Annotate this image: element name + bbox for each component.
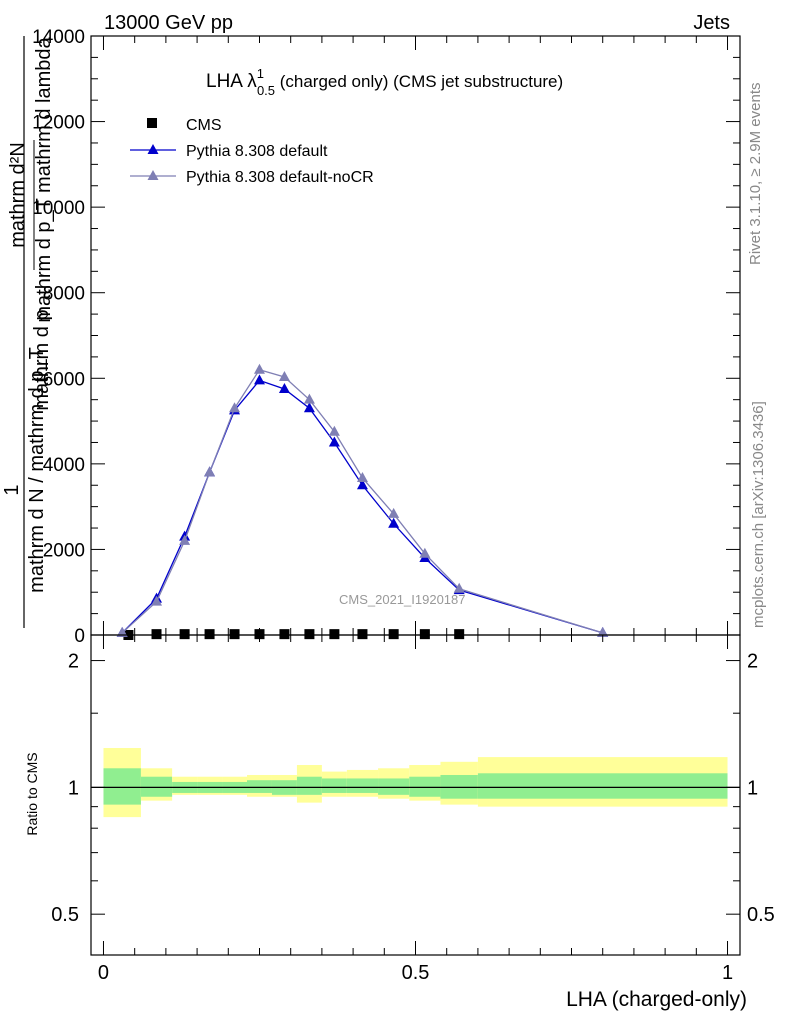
series-2-point	[253, 363, 265, 374]
main-y-tick-label: 10000	[32, 198, 85, 219]
ylabel-numerator: 1	[1, 484, 23, 495]
data-point-cms	[388, 629, 399, 640]
rivet-label-prefix: Rivet 3.1.10,	[747, 177, 764, 265]
ratio-y-tick-label: 0.5	[51, 904, 79, 926]
stat-band-bin	[321, 778, 347, 793]
data-point-cms	[204, 629, 215, 640]
title-subscript: 0.5	[257, 83, 275, 98]
series-1-point	[303, 402, 315, 413]
ratio-bands-layer	[103, 748, 728, 818]
series-2-point	[453, 582, 465, 593]
ratio-y-tick-label-right: 0.5	[747, 904, 775, 926]
series-2-point	[229, 402, 241, 413]
stat-band-bin	[103, 768, 141, 805]
mcplots-label: mcplots.cern.ch [arXiv:1306.3436]	[750, 401, 767, 628]
stat-band-bin	[346, 778, 379, 793]
stat-band-bin	[247, 780, 272, 793]
series-1-point	[356, 479, 368, 490]
data-point-cms	[419, 629, 430, 640]
series-line-1	[121, 379, 603, 634]
main-y-tick-label: 14000	[32, 27, 85, 48]
series-2-point	[597, 626, 609, 637]
stat-band-bin	[296, 776, 322, 795]
main-y-tick-label: 0	[74, 626, 85, 647]
category-label: Jets	[693, 12, 730, 34]
data-point-cms	[454, 629, 465, 640]
ylabel-frac-bottom: mathrm d p_T mathrm d lambda	[33, 36, 55, 322]
ratio-axis-ticks	[91, 635, 740, 955]
ratio-y-tick-labels: 0.5 0.5 1 1 2 2	[51, 651, 775, 927]
rivet-label-suffix: 2.9M events	[747, 82, 764, 168]
series-2-point	[356, 471, 368, 482]
series-2-point	[388, 507, 400, 518]
data-point-cms	[304, 629, 315, 640]
data-point-cms	[151, 629, 162, 640]
ratio-x-tick-labels: 0 0.5 1	[98, 962, 733, 984]
series-2-point	[204, 466, 216, 477]
stat-band-bin	[378, 778, 410, 795]
main-y-tick-labels: 0 2000 4000 6000 8000 10000 12000 14000	[32, 27, 85, 647]
title-superscript: 1	[257, 66, 264, 81]
series-2-point	[278, 371, 290, 382]
stat-band-bin	[477, 773, 728, 799]
series-line-2	[121, 368, 603, 634]
legend-label-cms: CMS	[186, 117, 222, 134]
stat-band-bin	[140, 776, 173, 797]
series-1-point	[253, 374, 265, 385]
series-2-point	[151, 595, 163, 606]
title-main: LHA λ	[206, 71, 257, 92]
main-series-layer	[116, 363, 609, 640]
series-2-point	[116, 626, 128, 637]
legend-label-nocr: Pythia 8.308 default-noCR	[186, 169, 374, 186]
ratio-y-axis-label: Ratio to CMS	[24, 752, 40, 835]
legend: CMS Pythia 8.308 default Pythia 8.308 de…	[130, 117, 374, 186]
data-point-cms	[329, 629, 340, 640]
data-point-cms	[229, 629, 240, 640]
ratio-y-tick-label-right: 1	[747, 777, 758, 799]
main-y-tick-label: 8000	[43, 284, 85, 305]
ylabel-frac-top: mathrm d²N	[7, 142, 29, 248]
series-2-point	[179, 534, 191, 545]
data-point-cms	[179, 629, 190, 640]
main-y-tick-label: 6000	[43, 369, 85, 390]
main-y-tick-label: 4000	[43, 455, 85, 476]
ratio-y-tick-label-right: 2	[747, 651, 758, 673]
rivet-label: Rivet 3.1.10, ≥ 2.9M events	[747, 82, 764, 265]
title-rest: (charged only) (CMS jet substructure)	[275, 72, 563, 91]
series-1-point	[328, 436, 340, 447]
rivet-label-symbol: ≥	[747, 168, 764, 176]
ratio-y-tick-label: 1	[68, 777, 79, 799]
series-1-point	[278, 382, 290, 393]
data-point-cms	[279, 629, 290, 640]
ratio-y-tick-label: 2	[68, 651, 79, 673]
series-2-point	[303, 393, 315, 404]
main-axis-ticks	[91, 35, 740, 636]
data-point-cms	[357, 629, 368, 640]
series-1-point	[388, 517, 400, 528]
x-axis-label: LHA (charged-only)	[566, 988, 747, 1011]
analysis-watermark: CMS_2021_I1920187	[339, 592, 466, 607]
plot-title: LHA λ1 0.5 (charged only) (CMS jet substr…	[206, 66, 563, 98]
main-y-tick-label: 12000	[32, 113, 85, 134]
process-label: 13000 GeV pp	[104, 12, 233, 34]
series-2-point	[419, 547, 431, 558]
x-tick-label: 1	[722, 962, 733, 984]
series-2-point	[328, 425, 340, 436]
ylabel-extra: mathrm d p	[31, 309, 53, 410]
legend-label-default: Pythia 8.308 default	[186, 143, 328, 160]
data-point-cms	[254, 629, 265, 640]
ylabel-denominator: mathrm d N / mathrm d p_T	[26, 347, 48, 593]
stat-band-bin	[409, 776, 441, 797]
legend-marker-nocr	[147, 170, 159, 180]
legend-marker-cms	[147, 118, 157, 128]
main-y-tick-label: 2000	[43, 540, 85, 561]
legend-marker-default	[147, 144, 159, 154]
x-tick-label: 0.5	[402, 962, 430, 984]
x-tick-label: 0	[98, 962, 109, 984]
main-y-axis-label: 1 mathrm d N / mathrm d p_T mathrm d²N m…	[1, 36, 55, 628]
